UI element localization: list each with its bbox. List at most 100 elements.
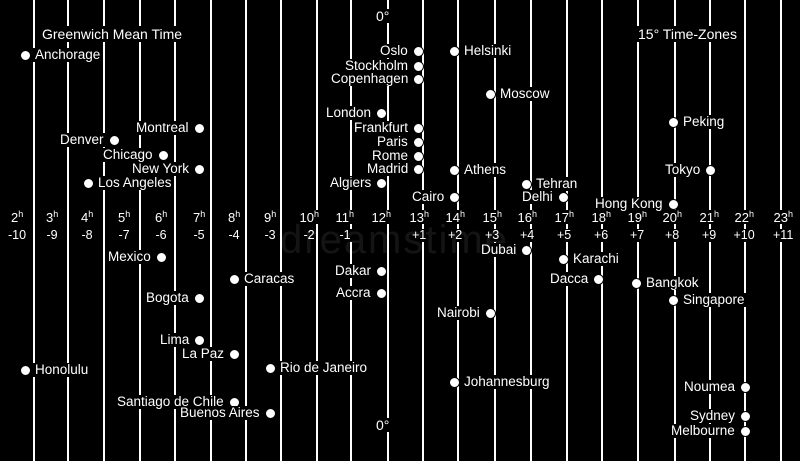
city-label-la-paz: La Paz xyxy=(180,346,227,361)
hour-value: 15 xyxy=(482,210,497,225)
hour-label: 8h xyxy=(227,209,242,225)
hour-value: 9 xyxy=(264,210,272,225)
zone-line xyxy=(387,0,389,461)
hour-value: 14 xyxy=(445,210,460,225)
city-label-denver: Denver xyxy=(58,132,106,147)
hour-value: 18 xyxy=(591,210,606,225)
city-dot-delhi xyxy=(557,191,569,203)
gmt-title: Greenwich Mean Time xyxy=(40,26,185,42)
hour-value: 12 xyxy=(371,210,386,225)
hour-label: 21h xyxy=(698,209,720,224)
hour-value: 17 xyxy=(554,210,569,225)
hour-suffix: h xyxy=(459,209,465,219)
zone-line xyxy=(174,0,176,461)
city-dot-nairobi xyxy=(484,307,496,319)
hour-label: 10h xyxy=(298,209,320,224)
city-label-paris: Paris xyxy=(375,134,410,149)
utc-offset-label: +6 xyxy=(593,228,610,242)
hour-suffix: h xyxy=(423,209,429,219)
city-dot-sydney xyxy=(739,410,751,422)
city-dot-bogota xyxy=(193,292,205,304)
hour-suffix: h xyxy=(200,209,206,219)
hour-suffix: h xyxy=(748,209,754,219)
city-dot-la-paz xyxy=(228,348,240,360)
city-dot-accra xyxy=(375,287,387,299)
city-dot-madrid xyxy=(412,163,424,175)
city-dot-noumea xyxy=(739,381,751,393)
city-label-honolulu: Honolulu xyxy=(33,362,91,377)
hour-suffix: h xyxy=(676,209,682,219)
city-label-dacca: Dacca xyxy=(548,271,591,286)
city-label-delhi: Delhi xyxy=(520,189,555,204)
hour-label: 15h xyxy=(481,209,503,225)
city-dot-tokyo xyxy=(704,164,716,176)
utc-offset-label: -2 xyxy=(302,228,316,242)
utc-offset-label: -9 xyxy=(45,228,59,242)
city-dot-karachi xyxy=(557,253,569,265)
hour-label: 7h xyxy=(192,209,207,225)
city-dot-hong-kong xyxy=(667,198,679,210)
hour-suffix: h xyxy=(496,209,502,219)
utc-offset-label: +8 xyxy=(664,228,681,242)
city-label-montreal: Montreal xyxy=(134,120,191,135)
city-dot-singapore xyxy=(667,294,679,306)
utc-offset-label: -4 xyxy=(227,228,241,242)
hour-suffix: h xyxy=(53,209,59,219)
zone-line xyxy=(67,0,69,461)
city-dot-denver xyxy=(108,134,120,146)
city-label-tokyo: Tokyo xyxy=(663,162,703,177)
hour-suffix: h xyxy=(787,209,793,219)
hour-suffix: h xyxy=(641,209,647,219)
hour-value: 16 xyxy=(517,210,532,225)
city-dot-los-angeles xyxy=(82,177,94,189)
city-dot-cairo xyxy=(448,191,460,203)
hour-label: 11h xyxy=(334,209,356,225)
hour-value: 7 xyxy=(193,210,201,225)
city-dot-johannesburg xyxy=(448,376,460,388)
city-label-helsinki: Helsinki xyxy=(462,43,514,58)
city-dot-caracas xyxy=(228,273,240,285)
city-label-oslo: Oslo xyxy=(378,43,410,58)
hour-suffix: h xyxy=(605,209,611,219)
hour-label: 5h xyxy=(117,209,132,225)
utc-offset-label: -6 xyxy=(154,228,168,242)
utc-offset-label: -7 xyxy=(117,228,131,242)
city-label-tehran: Tehran xyxy=(534,176,580,191)
city-dot-copenhagen xyxy=(412,73,424,85)
city-label-nairobi: Nairobi xyxy=(435,305,482,320)
city-label-los-angeles: Los Angeles xyxy=(96,175,174,190)
hour-value: 5 xyxy=(118,210,126,225)
zone-line xyxy=(245,0,247,461)
city-dot-rio-de-janeiro xyxy=(264,362,276,374)
hour-suffix: h xyxy=(713,209,719,219)
zone-line xyxy=(210,0,212,461)
hour-value: 2 xyxy=(11,210,19,225)
hour-label: 3h xyxy=(45,209,60,224)
hour-suffix: h xyxy=(125,209,131,219)
hour-suffix: h xyxy=(18,209,24,219)
hour-label: 16h xyxy=(516,210,538,225)
utc-offset-label: -5 xyxy=(192,228,206,242)
city-label-lima: Lima xyxy=(158,332,192,347)
city-label-chicago: Chicago xyxy=(101,147,155,162)
hour-suffix: h xyxy=(568,209,574,219)
city-label-noumea: Noumea xyxy=(682,379,738,394)
hour-label: 14h xyxy=(444,209,466,225)
hour-suffix: h xyxy=(313,209,319,219)
hour-suffix: h xyxy=(349,209,355,219)
hour-value: 8 xyxy=(228,210,236,225)
city-label-sydney: Sydney xyxy=(688,408,738,423)
city-dot-rome xyxy=(412,150,424,162)
hour-suffix: h xyxy=(235,209,241,219)
hour-value: 22 xyxy=(734,210,749,225)
city-label-rome: Rome xyxy=(370,148,411,163)
city-label-karachi: Karachi xyxy=(571,251,621,266)
utc-offset-label: +11 xyxy=(772,228,795,242)
hour-label: 4h xyxy=(80,210,95,224)
hour-value: 11 xyxy=(335,210,350,225)
meridian-top-label: 0° xyxy=(374,8,392,24)
hour-label: 18h xyxy=(590,209,612,225)
city-label-madrid: Madrid xyxy=(365,161,411,176)
hour-label: 17h xyxy=(553,209,575,225)
city-dot-algiers xyxy=(375,177,387,189)
